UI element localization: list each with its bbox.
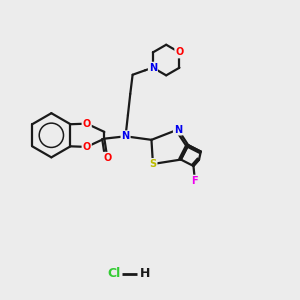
- Text: F: F: [192, 176, 198, 186]
- Text: Cl: Cl: [107, 267, 121, 280]
- Text: O: O: [175, 47, 184, 57]
- Text: S: S: [149, 159, 157, 169]
- Text: N: N: [122, 131, 130, 141]
- Text: N: N: [174, 124, 182, 134]
- Text: O: O: [103, 153, 111, 163]
- Text: O: O: [82, 118, 91, 129]
- Text: H: H: [140, 267, 150, 280]
- Text: O: O: [82, 142, 91, 152]
- Text: N: N: [149, 63, 157, 73]
